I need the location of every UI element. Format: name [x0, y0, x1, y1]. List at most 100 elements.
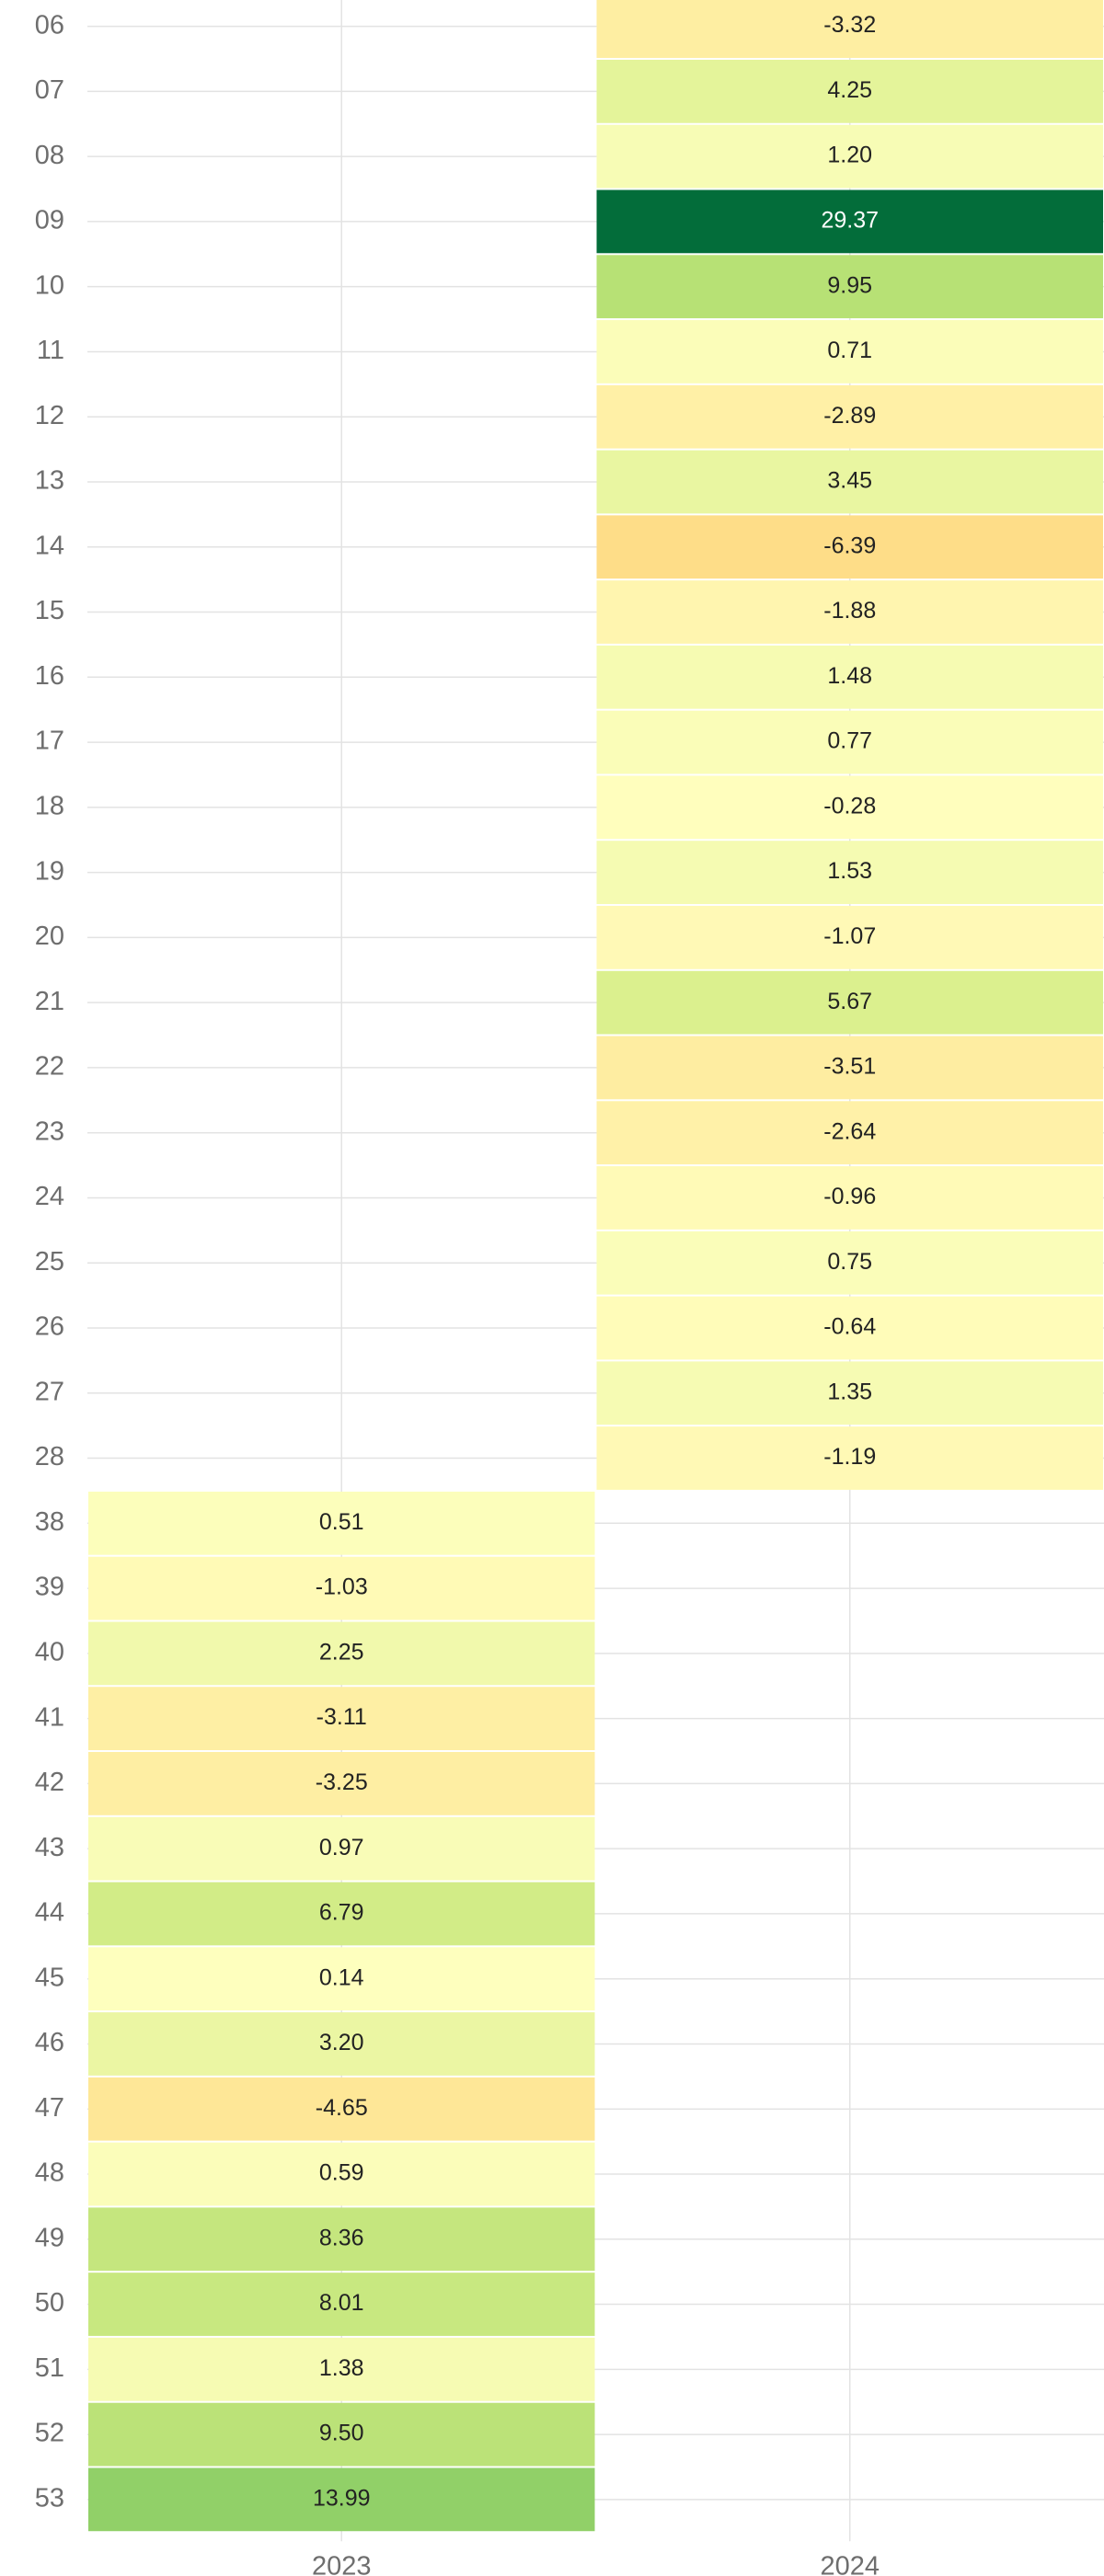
heatmap-cell: [88, 2402, 595, 2467]
heatmap-cell: [596, 1036, 1103, 1100]
y-tick-label: 08: [35, 141, 64, 170]
y-tick-label: 23: [35, 1116, 64, 1146]
cell-label: -2.64: [823, 1118, 876, 1144]
y-tick-label: 26: [35, 1312, 64, 1342]
y-tick-label: 25: [35, 1247, 64, 1277]
cell-label: 13.99: [313, 2485, 371, 2511]
cell-label: -1.07: [823, 923, 876, 949]
heatmap-cell: [596, 1166, 1103, 1230]
heatmap-cell: [88, 2012, 595, 2076]
y-tick-label: 48: [35, 2158, 64, 2188]
heatmap-cell: [596, 905, 1103, 969]
cell-label: -3.11: [316, 1704, 367, 1730]
cell-label: -6.39: [823, 532, 876, 558]
cell-label: 9.95: [827, 272, 872, 298]
heatmap-cell: [596, 645, 1103, 709]
heatmap-cell: [596, 1296, 1103, 1360]
heatmap-cell: [596, 1361, 1103, 1425]
y-tick-label: 49: [35, 2223, 64, 2252]
cell-label: 1.38: [319, 2355, 364, 2381]
cell-label: -4.65: [316, 2095, 368, 2121]
cell-label: -0.96: [823, 1184, 876, 1209]
y-tick-label: 12: [35, 401, 64, 430]
cell-label: -1.88: [823, 598, 876, 624]
y-tick-label: 09: [35, 206, 64, 235]
heatmap-cell: [596, 841, 1103, 904]
heatmap-cell: [596, 580, 1103, 644]
heatmap-cell: [596, 59, 1103, 123]
y-tick-label: 43: [35, 1833, 64, 1862]
cell-label: -3.25: [316, 1769, 368, 1795]
y-tick-label: 06: [35, 10, 64, 40]
cell-label: 1.35: [827, 1379, 872, 1404]
cell-label: 3.45: [827, 468, 872, 494]
heatmap-cell: [596, 515, 1103, 579]
y-tick-label: 24: [35, 1182, 64, 1211]
y-tick-label: 27: [35, 1377, 64, 1406]
y-tick-label: 52: [35, 2419, 64, 2448]
heatmap-cell: [88, 2077, 595, 2141]
heatmap-cell: [596, 1231, 1103, 1295]
heatmap-cell: [88, 1752, 595, 1815]
y-tick-label: 22: [35, 1052, 64, 1082]
cell-label: 8.36: [319, 2225, 364, 2250]
y-tick-label: 42: [35, 1768, 64, 1797]
y-tick-label: 07: [35, 75, 64, 105]
heatmap-cell: [88, 2467, 595, 2532]
cell-label: 8.01: [319, 2290, 364, 2316]
y-tick-label: 18: [35, 791, 64, 820]
y-tick-label: 51: [35, 2353, 64, 2383]
y-tick-label: 46: [35, 2028, 64, 2057]
cell-label: 6.79: [319, 1900, 364, 1926]
cell-label: 0.77: [827, 728, 872, 754]
cell-label: 0.75: [827, 1249, 872, 1275]
y-tick-label: 41: [35, 1702, 64, 1732]
heatmap-cell: [88, 1816, 595, 1881]
y-tick-label: 19: [35, 856, 64, 886]
cell-label: 1.20: [827, 143, 872, 168]
heatmap-cell: [596, 1101, 1103, 1165]
heatmap-cell: [596, 189, 1103, 254]
cell-label: -3.51: [823, 1054, 876, 1080]
y-tick-label: 38: [35, 1507, 64, 1537]
heatmap-cell: [88, 2273, 595, 2336]
cell-label: 2.25: [319, 1639, 364, 1665]
cell-label: 29.37: [821, 208, 879, 234]
heatmap-cell: [88, 2337, 595, 2401]
cell-label: 0.71: [827, 338, 872, 363]
y-tick-label: 14: [35, 531, 64, 560]
y-tick-label: 28: [35, 1442, 64, 1471]
y-tick-label: 20: [35, 922, 64, 951]
heatmap-cell: [596, 255, 1103, 319]
y-tick-label: 53: [35, 2484, 64, 2513]
cell-label: 0.51: [319, 1509, 364, 1535]
y-tick-label: 40: [35, 1638, 64, 1667]
heatmap-cell: [88, 2142, 595, 2206]
heatmap-cell: [88, 2207, 595, 2272]
cell-label: -2.89: [823, 403, 876, 429]
y-tick-label: 16: [35, 661, 64, 691]
cell-label: -0.28: [823, 793, 876, 819]
y-tick-label: 45: [35, 1963, 64, 1992]
heatmap-cell: [596, 0, 1103, 58]
x-tick-label: 2024: [820, 2552, 880, 2576]
y-tick-label: 39: [35, 1573, 64, 1602]
y-tick-label: 15: [35, 596, 64, 625]
cell-label: 3.20: [319, 2030, 364, 2055]
cell-label: 1.53: [827, 858, 872, 884]
heatmap-cell: [88, 1882, 595, 1946]
y-tick-label: 13: [35, 466, 64, 496]
heatmap-cell: [596, 1426, 1103, 1490]
cell-label: -3.32: [823, 12, 876, 38]
y-tick-label: 50: [35, 2288, 64, 2318]
heatmap-cell: [596, 775, 1103, 840]
heatmap-cell: [88, 1556, 595, 1620]
heatmap-cell: [88, 1621, 595, 1686]
heatmap-cell: [596, 970, 1103, 1035]
heatmap-cell: [88, 1947, 595, 2011]
cell-label: 1.48: [827, 663, 872, 689]
y-tick-label: 47: [35, 2093, 64, 2123]
cell-label: 0.59: [319, 2160, 364, 2186]
cell-label: 0.14: [319, 1964, 364, 1990]
